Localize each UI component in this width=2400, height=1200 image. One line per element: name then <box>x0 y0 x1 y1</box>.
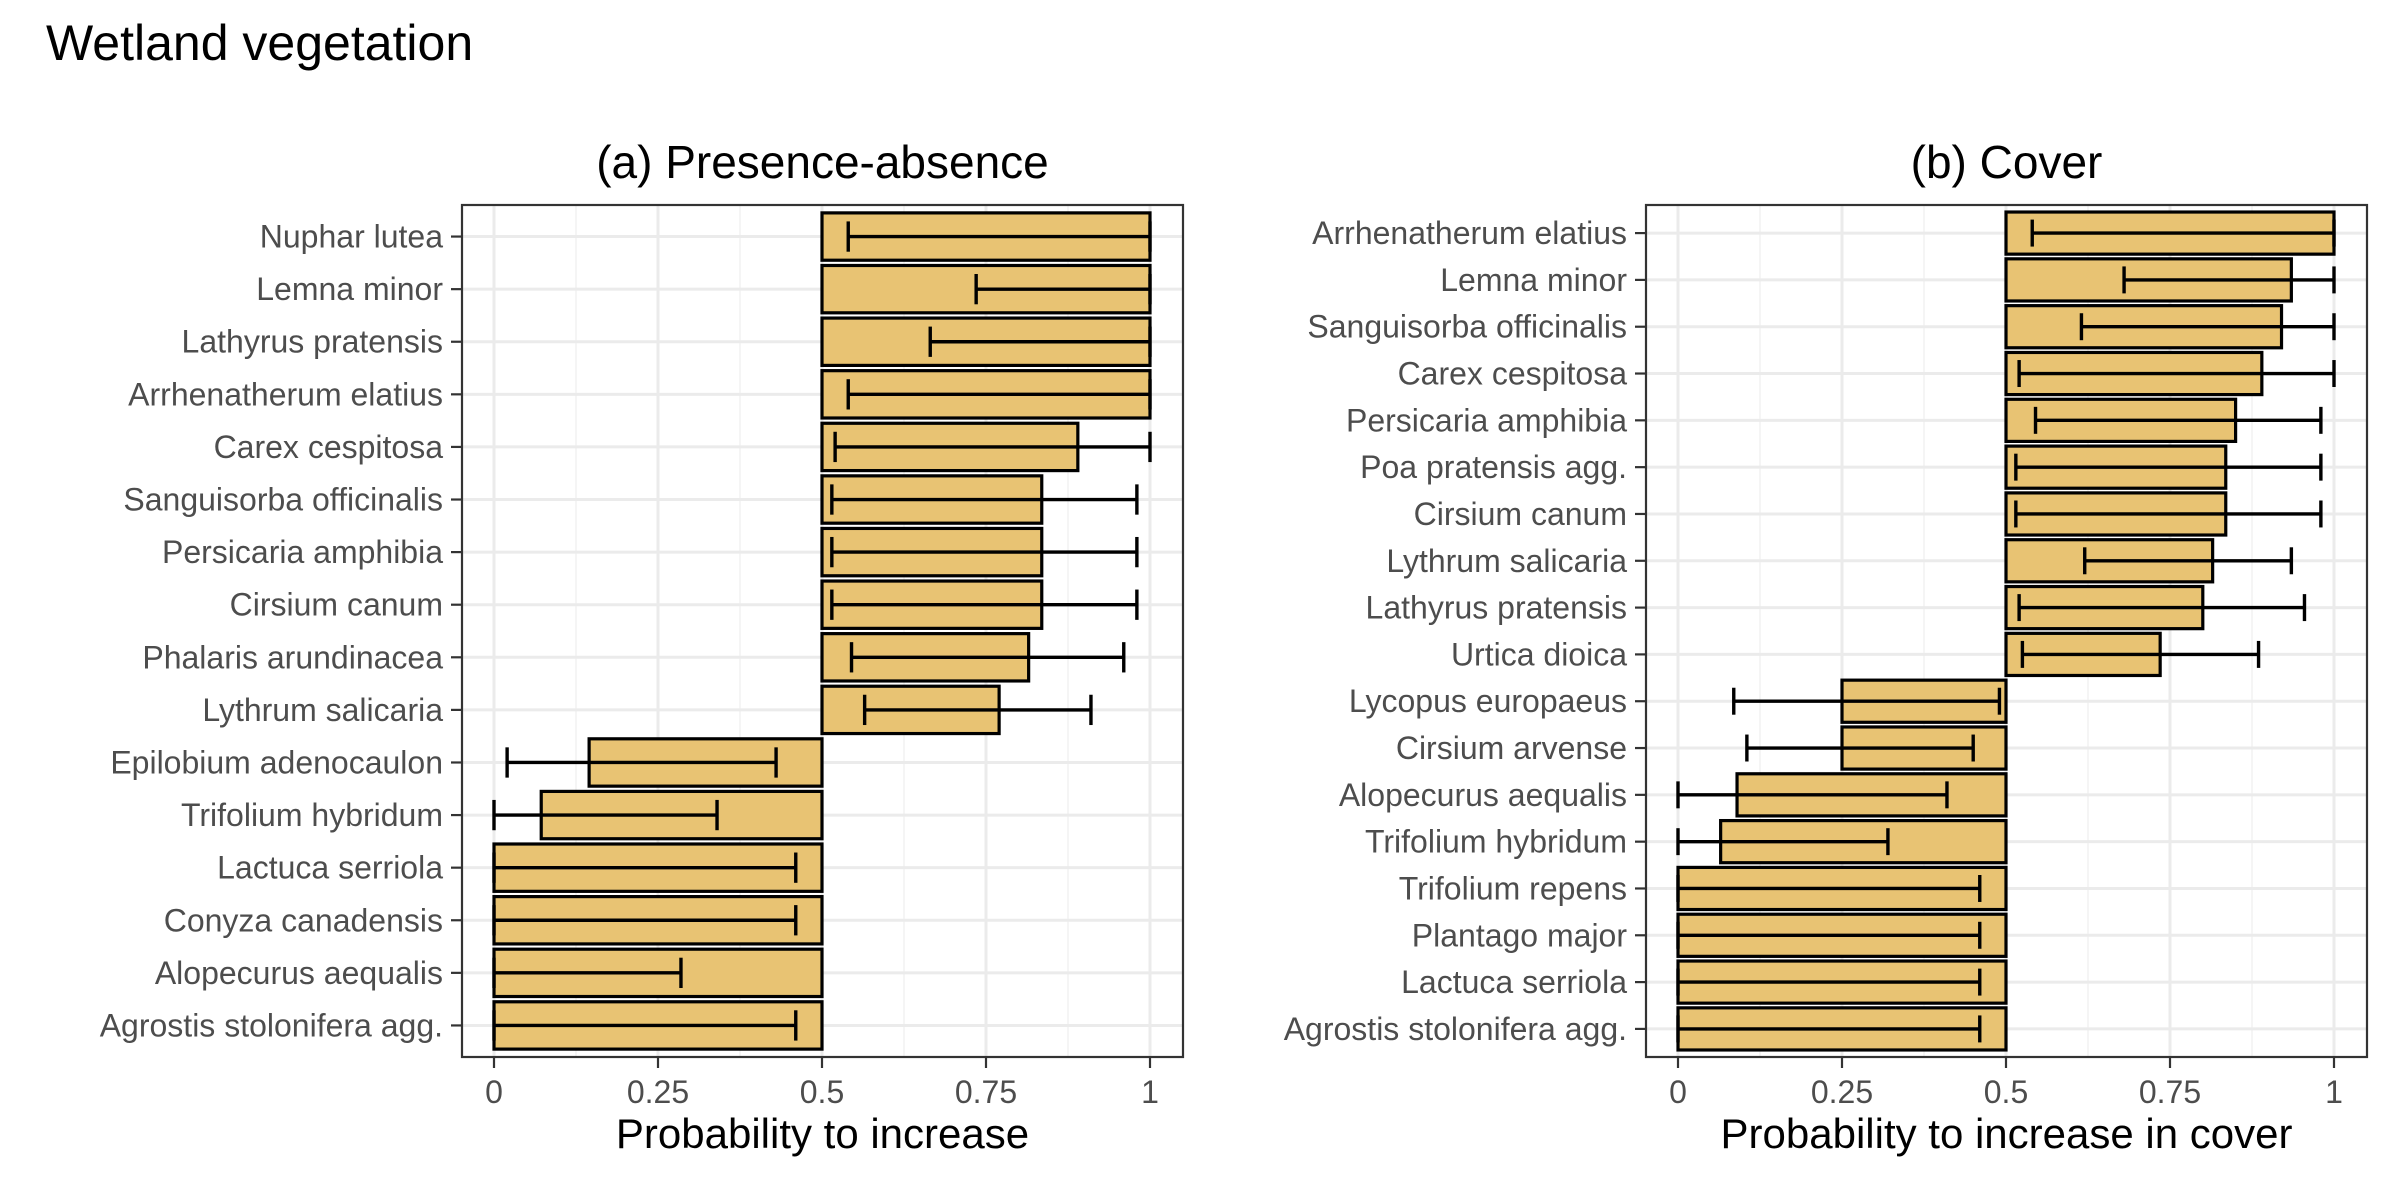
panel-b-error-bar <box>1732 687 2002 715</box>
panel-b-error-bar <box>2020 640 2261 668</box>
panel-b-y-tick-label: Sanguisorba officinalis <box>1307 309 1627 345</box>
panel-a-y-tick-label: Conyza canadensis <box>164 902 443 938</box>
panel-a-y-tick-label: Phalaris arundinacea <box>142 639 443 675</box>
panel-b-y-tick-label: Carex cespitosa <box>1398 356 1628 392</box>
panel-a-y-tick-label: Trifolium hybridum <box>181 797 443 833</box>
panel-a-y-tick-label: Lathyrus pratensis <box>182 324 443 360</box>
panel-b-error-bar <box>1676 1015 1982 1043</box>
panel-b-error-bar <box>1676 968 1982 996</box>
panel-b-y-tick-label: Persicaria amphibia <box>1346 402 1627 438</box>
panel-a-y-tick-label: Sanguisorba officinalis <box>123 482 443 518</box>
panel-a-error-bar <box>846 221 1152 252</box>
panel-b-x-tick-label: 0.5 <box>1984 1074 2028 1110</box>
panel-a-x-tick-label: 0.5 <box>800 1074 844 1110</box>
panel-a-error-bar <box>849 642 1126 673</box>
panel-b-y-tick-label: Cirsium arvense <box>1396 730 1627 766</box>
panel-a-error-bar <box>492 1010 798 1041</box>
panel-cover: Arrhenatherum elatius Lemna minor Sanguiso… <box>1284 136 2369 1157</box>
panel-a-plot-area: Nuphar lutea Lemna minor Lathyrus pratensi… <box>100 203 1185 1110</box>
panel-a-x-axis-title: Probability to increase <box>616 1110 1029 1157</box>
panel-b-plot-area: Arrhenatherum elatius Lemna minor Sanguiso… <box>1284 203 2369 1110</box>
panel-b-y-tick-label: Trifolium repens <box>1399 870 1627 906</box>
panel-b-error-bar <box>1676 874 1982 902</box>
panel-a-error-bar <box>505 747 778 778</box>
panel-a-error-bar <box>492 957 683 988</box>
panel-b-error-bar <box>2014 500 2323 528</box>
panel-a-x-tick-label: 0.25 <box>627 1074 689 1110</box>
panel-b-error-bar <box>2017 594 2307 622</box>
panel-b-error-bar <box>2122 266 2336 294</box>
panel-a-y-tick-label: Arrhenatherum elatius <box>128 376 443 412</box>
panel-a-y-tick-label: Nuphar lutea <box>260 219 443 255</box>
panel-b-y-tick-label: Trifolium hybridum <box>1365 824 1627 860</box>
panel-b-y-tick-label: Arrhenatherum elatius <box>1312 215 1627 251</box>
panel-a-title: (a) Presence-absence <box>596 136 1049 188</box>
panel-a-y-tick-label: Alopecurus aequalis <box>155 955 443 991</box>
panel-a-error-bar <box>830 589 1139 620</box>
panel-a-error-bar <box>862 694 1093 726</box>
panel-b-y-tick-label: Lemna minor <box>1440 262 1627 298</box>
panel-b-y-tick-label: Plantago major <box>1412 917 1628 953</box>
panel-b-title: (b) Cover <box>1911 136 2103 188</box>
panel-b-x-tick-label: 1 <box>2325 1074 2343 1110</box>
panel-a-error-bar <box>928 326 1152 357</box>
panel-b-y-tick-label: Lathyrus pratensis <box>1366 590 1627 626</box>
panel-a-x-tick-label: 0 <box>485 1074 503 1110</box>
panel-b-y-tick-label: Alopecurus aequalis <box>1339 777 1627 813</box>
panel-a-error-bar <box>492 852 798 883</box>
panel-b-error-bar <box>1676 781 1949 809</box>
panel-b-y-tick-label: Lythrum salicaria <box>1386 543 1627 579</box>
panel-a-error-bar <box>846 379 1152 410</box>
panel-a-x-tick-label: 1 <box>1141 1074 1159 1110</box>
panel-b-y-tick-label: Urtica dioica <box>1451 636 1627 672</box>
panel-presence-absence: Nuphar lutea Lemna minor Lathyrus pratensi… <box>100 136 1185 1157</box>
panel-a-y-tick-label: Lemna minor <box>256 271 443 307</box>
panel-a-y-tick-label: Cirsium canum <box>230 587 443 623</box>
panel-a-error-bar <box>492 905 798 936</box>
panel-b-y-tick-label: Lycopus europaeus <box>1349 683 1627 719</box>
panel-b-y-tick-label: Lactuca serriola <box>1401 964 1627 1000</box>
panel-b-error-bar <box>2079 313 2336 341</box>
panel-b-error-bar <box>2014 453 2323 481</box>
panel-a-error-bar <box>974 274 1152 305</box>
panel-b-y-tick-label: Poa pratensis agg. <box>1360 449 1627 485</box>
panel-a-x-tick-label: 0.75 <box>955 1074 1017 1110</box>
panel-a-y-tick-label: Lythrum salicaria <box>202 692 443 728</box>
figure-title: Wetland vegetation <box>46 15 473 71</box>
panel-b-error-bar <box>1745 734 1975 762</box>
panel-a-y-tick-label: Carex cespitosa <box>214 429 444 465</box>
panel-b-error-bar <box>2030 219 2336 247</box>
panel-a-y-tick-label: Epilobium adenocaulon <box>110 744 443 780</box>
panel-a-error-bar <box>830 484 1139 515</box>
panel-a-error-bar <box>833 431 1152 463</box>
panel-a-y-tick-label: Agrostis stolonifera agg. <box>100 1007 443 1043</box>
panel-b-error-bar <box>1676 828 1890 856</box>
panel-b-x-tick-label: 0 <box>1669 1074 1687 1110</box>
panel-b-error-bar <box>1676 921 1982 949</box>
panel-b-x-tick-label: 0.25 <box>1811 1074 1873 1110</box>
panel-b-y-tick-label: Cirsium canum <box>1414 496 1627 532</box>
panel-a-error-bar <box>492 799 719 831</box>
panel-b-x-axis-title: Probability to increase in cover <box>1721 1110 2293 1157</box>
panel-b-error-bar <box>2017 360 2336 388</box>
panel-b-error-bar <box>2083 547 2294 575</box>
panel-b-y-tick-label: Agrostis stolonifera agg. <box>1284 1011 1627 1047</box>
panel-a-y-tick-label: Lactuca serriola <box>217 850 443 886</box>
panel-a-y-tick-label: Persicaria amphibia <box>162 534 443 570</box>
panel-a-error-bar <box>830 536 1139 568</box>
panel-b-error-bar <box>2033 406 2323 434</box>
panel-b-x-tick-label: 0.75 <box>2139 1074 2201 1110</box>
